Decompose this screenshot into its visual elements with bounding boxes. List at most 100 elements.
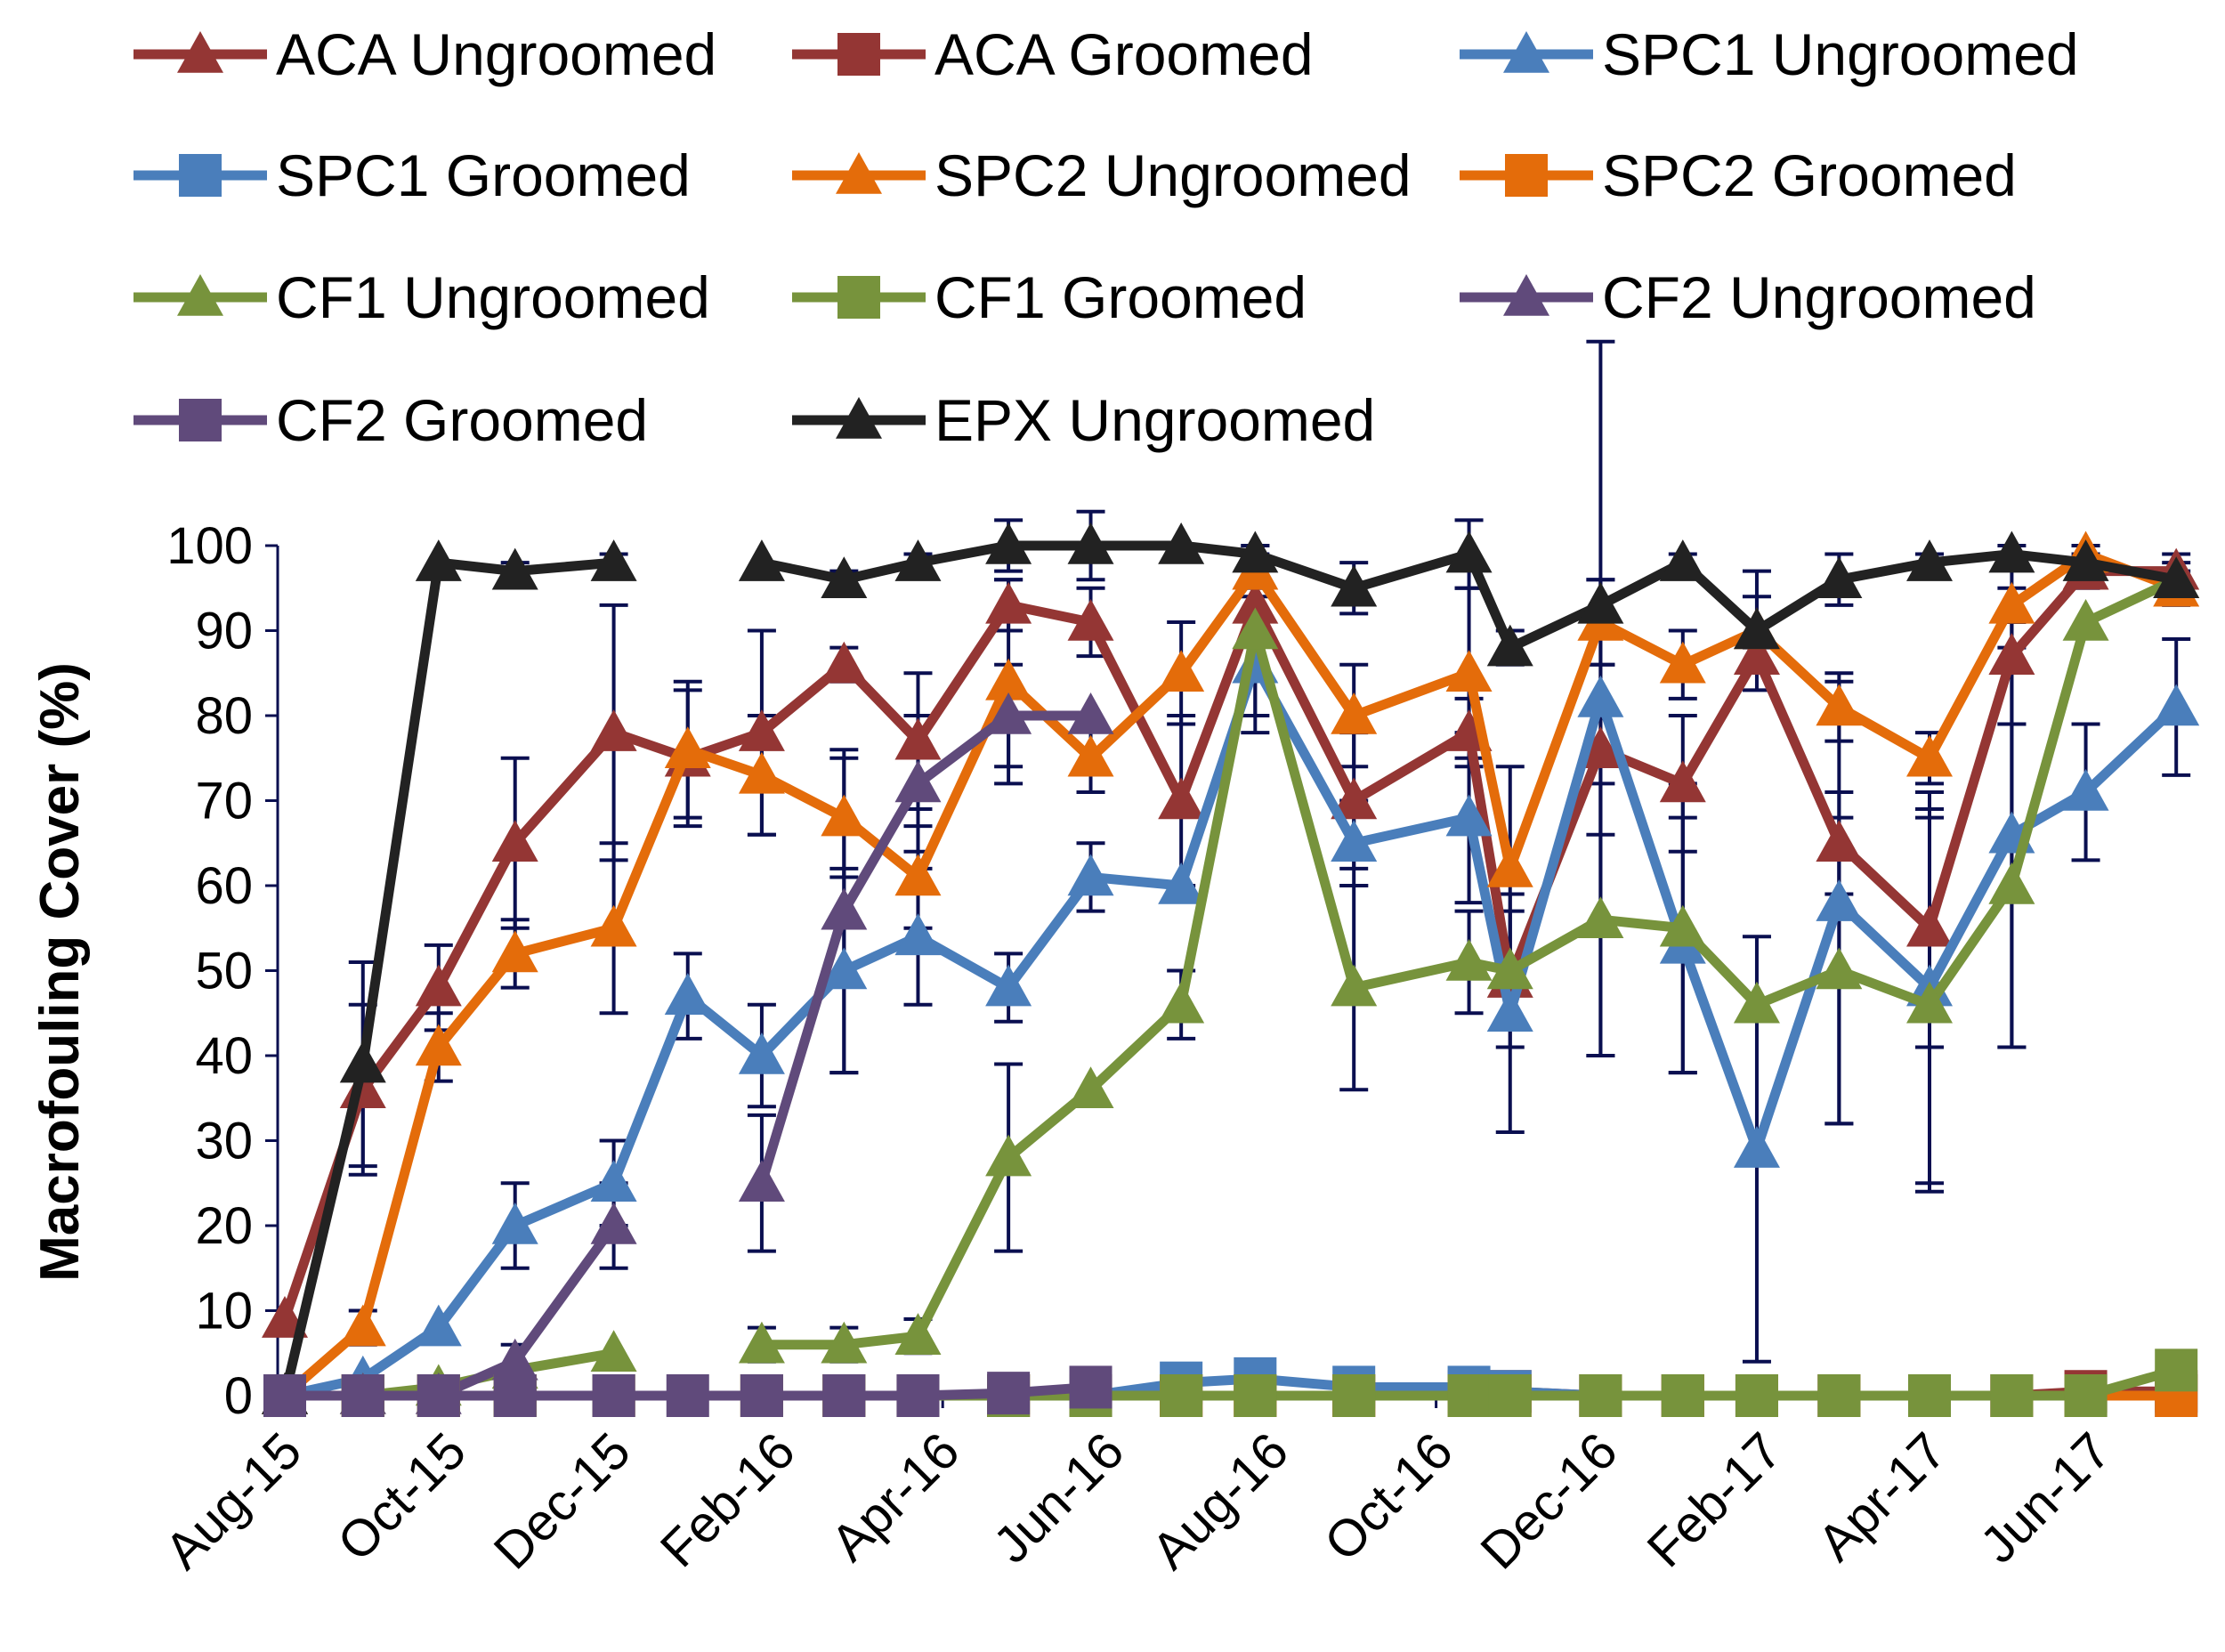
x-tick-label: Jun-16: [983, 1421, 1135, 1574]
data-point: [738, 1032, 785, 1074]
data-point: [738, 1160, 785, 1203]
data-point: [1158, 650, 1205, 692]
data-point: [894, 913, 942, 956]
data-point: [1445, 794, 1493, 837]
data-point: [1331, 777, 1378, 820]
data-point: [1659, 904, 1706, 947]
data-point: [1067, 692, 1114, 734]
data-point: [1733, 1126, 1780, 1168]
data-point: [1445, 530, 1493, 573]
data-point: [491, 820, 538, 862]
data-point: [1988, 530, 2035, 573]
data-point: [985, 581, 1032, 624]
data-point: [590, 709, 637, 751]
data-point: [1486, 624, 1533, 667]
legend-item: CF2 Groomed: [134, 387, 648, 453]
legend: ACA Ungroomed ACA Groomed SPC1 Ungroomed SP…: [134, 21, 2079, 453]
data-point: [1067, 598, 1114, 641]
legend-marker-square-icon: [837, 276, 880, 319]
legend-label: SPC2 Groomed: [1602, 142, 2017, 208]
data-point: [415, 964, 462, 1007]
data-point: [1816, 556, 1863, 598]
data-point: [590, 904, 637, 947]
data-point: [590, 1203, 637, 1244]
data-point: [2153, 684, 2200, 726]
x-tick-label: Dec-15: [483, 1421, 642, 1580]
legend-marker-triangle-icon: [836, 397, 882, 439]
data-point: [1158, 777, 1205, 820]
legend-item: ACA Ungroomed: [134, 21, 716, 87]
legend-marker-triangle-icon: [177, 31, 223, 73]
data-point: [1331, 692, 1378, 734]
data-point: [415, 1024, 462, 1066]
legend-marker-square-icon: [1505, 154, 1548, 197]
data-point: [1486, 990, 1533, 1032]
x-tick-label: Oct-15: [327, 1421, 477, 1572]
x-tick-label: Dec-16: [1469, 1421, 1628, 1580]
data-point: [1332, 1374, 1376, 1417]
x-tick-label: Apr-17: [1807, 1421, 1957, 1572]
data-point: [1577, 675, 1624, 717]
data-point: [491, 1203, 538, 1244]
data-point: [894, 760, 942, 803]
data-point: [1488, 1374, 1532, 1417]
y-tick-label: 60: [195, 857, 253, 915]
legend-label: EPX Ungroomed: [934, 387, 1375, 453]
data-point: [1661, 1374, 1704, 1417]
data-point: [592, 1374, 635, 1417]
data-point: [1816, 820, 1863, 862]
x-tick-label: Feb-17: [1636, 1421, 1792, 1578]
data-point: [1906, 904, 1953, 947]
y-tick-label: 30: [195, 1113, 253, 1170]
legend-label: ACA Groomed: [934, 21, 1314, 87]
data-point: [985, 1134, 1032, 1177]
y-tick-label: 50: [195, 943, 253, 1000]
series-line: [761, 575, 2179, 1350]
data-point: [341, 1374, 384, 1417]
data-point: [894, 539, 942, 581]
data-point: [738, 539, 785, 581]
data-point: [1577, 726, 1624, 768]
legend-label: CF1 Ungroomed: [276, 264, 710, 330]
legend-item: CF1 Ungroomed: [134, 264, 710, 330]
data-point: [263, 1374, 306, 1417]
data-point: [1906, 734, 1953, 777]
data-point: [1990, 1374, 2034, 1417]
x-tick-label: Oct-16: [1314, 1421, 1464, 1572]
data-point: [415, 539, 462, 581]
data-point: [491, 547, 538, 590]
data-point: [491, 1338, 538, 1381]
y-tick-label: 90: [195, 603, 253, 660]
data-point: [821, 641, 868, 684]
data-point: [666, 1374, 709, 1417]
series-cf1-ungroomed: [262, 556, 2200, 1414]
legend-label: SPC1 Groomed: [276, 142, 691, 208]
data-point: [1067, 734, 1114, 777]
data-point: [1906, 539, 1953, 581]
data-point: [1158, 522, 1205, 564]
data-point: [1817, 1374, 1861, 1417]
series-lines: [262, 522, 2200, 1417]
legend-label: SPC1 Ungroomed: [1602, 21, 2079, 87]
data-point: [493, 1374, 537, 1417]
legend-item: SPC1 Ungroomed: [1460, 21, 2079, 87]
data-point: [2153, 556, 2200, 598]
data-point: [1486, 947, 1533, 990]
data-point: [738, 751, 785, 794]
data-point: [339, 1304, 386, 1347]
data-point: [2155, 1348, 2198, 1392]
legend-item: EPX Ungroomed: [792, 387, 1375, 453]
data-point: [1447, 1374, 1491, 1417]
legend-item: SPC1 Groomed: [134, 142, 691, 208]
x-tick-label: Jun-17: [1970, 1421, 2122, 1574]
series-spc1-ungroomed: [262, 641, 2200, 1414]
data-point: [1733, 633, 1780, 675]
data-point: [2062, 598, 2109, 641]
y-tick-label: 20: [195, 1197, 253, 1255]
legend-item: CF1 Groomed: [792, 264, 1307, 330]
data-point: [415, 1304, 462, 1347]
legend-marker-square-icon: [837, 33, 880, 76]
legend-item: ACA Groomed: [792, 21, 1314, 87]
data-point: [590, 1330, 637, 1373]
